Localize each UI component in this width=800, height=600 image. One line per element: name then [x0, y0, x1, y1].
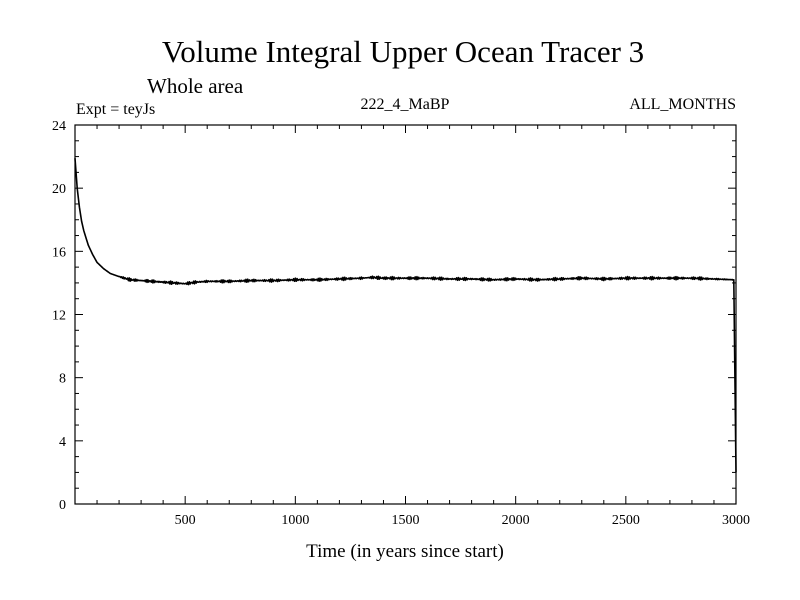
- series-line: [74, 158, 737, 473]
- x-axis-label: Time (in years since start): [306, 541, 504, 562]
- y-tick-label: 20: [52, 182, 66, 197]
- tick-labels: 500 1000 1500 2000 2500 3000 0 4 8 12 16 20 24: [52, 119, 750, 528]
- expt-label: Expt = teyJs: [76, 101, 155, 118]
- x-tick-label: 2500: [612, 513, 640, 528]
- x-tick-label: 500: [175, 513, 196, 528]
- y-tick-label: 24: [52, 119, 66, 134]
- x-tick-label: 2000: [502, 513, 530, 528]
- x-tick-label: 1500: [392, 513, 420, 528]
- y-tick-label: 12: [52, 309, 66, 324]
- tick-marks: [75, 124, 737, 505]
- y-tick-label: 0: [59, 498, 66, 513]
- x-tick-label: 1000: [281, 513, 309, 528]
- y-tick-label: 8: [59, 372, 66, 387]
- x-tick-label: 3000: [722, 513, 750, 528]
- months-label: ALL_MONTHS: [629, 96, 736, 113]
- y-tick-label: 16: [52, 245, 66, 260]
- chart-subtitle: Whole area: [147, 74, 244, 98]
- chart-title: Volume Integral Upper Ocean Tracer 3: [162, 34, 644, 69]
- plot-frame: [74, 124, 737, 505]
- y-tick-label: 4: [59, 435, 66, 450]
- run-label: 222_4_MaBP: [361, 96, 450, 113]
